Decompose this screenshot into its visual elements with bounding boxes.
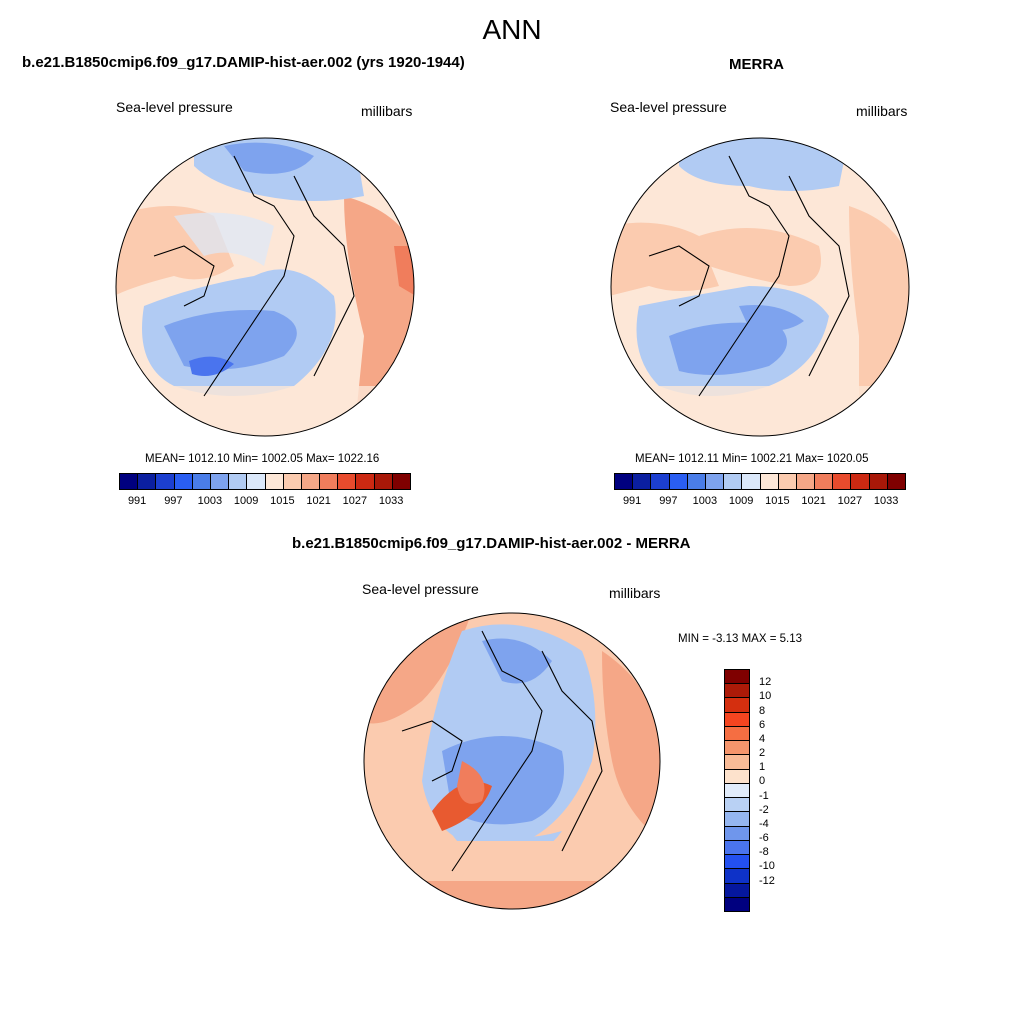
colorbar-swatch [869,474,888,489]
colorbar-tick-label: 1021 [306,495,331,507]
colorbar-swatch [174,474,193,489]
colorbar-swatch [725,798,749,813]
panel3-variable-label: Sea-level pressure [362,581,479,597]
colorbar-swatch [156,474,175,489]
colorbar-tick-label: 1015 [765,495,790,507]
colorbar-tick-label: 991 [127,495,147,507]
colorbar-swatch [283,474,302,489]
colorbar-swatch [725,755,749,770]
colorbar-swatch [687,474,706,489]
panel2-colorbar [614,473,906,490]
colorbar-tick-label: 8 [759,704,766,717]
colorbar-tick-label: 10 [759,690,772,703]
colorbar-swatch [192,474,211,489]
colorbar-swatch [725,883,749,898]
colorbar-swatch [725,712,749,727]
colorbar-tick-label: 1015 [270,495,295,507]
panel3-polar-map [363,612,661,910]
colorbar-tick-label: -4 [759,817,769,830]
colorbar-swatch [725,840,749,856]
panel3-colorbar [724,669,750,912]
panel1-stats: MEAN= 1012.10 Min= 1002.05 Max= 1022.16 [145,453,380,465]
colorbar-swatch [725,812,749,827]
colorbar-swatch [669,474,688,489]
colorbar-swatch [651,474,670,489]
colorbar-swatch [725,826,749,841]
colorbar-swatch [210,474,230,489]
colorbar-tick-label: 1033 [378,495,404,507]
colorbar-swatch [356,474,375,489]
colorbar-swatch [138,474,157,489]
panel1-variable-label: Sea-level pressure [116,99,233,115]
panel3-title: b.e21.B1850cmip6.f09_g17.DAMIP-hist-aer.… [292,535,691,552]
panel2-polar-map [610,137,910,437]
colorbar-swatch [725,670,749,685]
colorbar-tick-label: 0 [759,775,766,788]
colorbar-swatch [229,474,248,489]
colorbar-tick-label: -8 [759,846,769,859]
panel2-stats: MEAN= 1012.11 Min= 1002.21 Max= 1020.05 [635,453,869,465]
colorbar-tick-label: -12 [759,874,775,887]
colorbar-tick-label: 1027 [342,495,368,507]
colorbar-tick-label: 997 [164,495,183,507]
colorbar-swatch [320,474,339,489]
panel1-colorbar [119,473,411,490]
colorbar-tick-label: -1 [759,789,769,802]
figure-title: ANN [482,14,542,45]
panel2-variable-label: Sea-level pressure [610,99,727,115]
colorbar-swatch [833,474,852,489]
colorbar-swatch [815,474,834,489]
colorbar-tick-label: 1027 [837,495,863,507]
colorbar-swatch [301,474,321,489]
colorbar-swatch [725,783,749,799]
colorbar-swatch [760,474,779,489]
colorbar-swatch [725,869,749,884]
colorbar-swatch [633,474,652,489]
colorbar-swatch [725,726,749,742]
colorbar-swatch [742,474,761,489]
panel3-units-label: millibars [609,585,661,601]
panel3-stats: MIN = -3.13 MAX = 5.13 [678,633,803,645]
colorbar-swatch [338,474,357,489]
colorbar-swatch [247,474,266,489]
colorbar-tick-label: 997 [659,495,678,507]
colorbar-swatch [725,698,749,713]
colorbar-tick-label: 1003 [692,495,718,507]
colorbar-tick-label: -2 [759,803,769,816]
colorbar-swatch [265,474,284,489]
colorbar-swatch [724,474,743,489]
colorbar-swatch [778,474,797,489]
colorbar-tick-label: 2 [759,747,766,760]
colorbar-swatch [796,474,816,489]
colorbar-swatch [887,474,905,489]
colorbar-tick-label: 1009 [233,495,259,507]
colorbar-tick-label: 1033 [873,495,899,507]
colorbar-swatch [705,474,725,489]
colorbar-tick-label: 1003 [197,495,223,507]
colorbar-swatch [615,474,634,489]
colorbar-tick-label: 1 [759,761,766,774]
colorbar-swatch [120,474,139,489]
colorbar-tick-label: 12 [759,676,772,689]
colorbar-swatch [725,769,749,784]
panel1-title: b.e21.B1850cmip6.f09_g17.DAMIP-hist-aer.… [22,54,465,71]
colorbar-tick-label: -10 [759,860,775,873]
colorbar-swatch [851,474,870,489]
colorbar-swatch [725,897,749,911]
colorbar-swatch [374,474,393,489]
colorbar-swatch [392,474,410,489]
colorbar-tick-label: 1009 [728,495,754,507]
colorbar-swatch [725,741,749,756]
colorbar-tick-label: 6 [759,718,766,731]
colorbar-swatch [725,684,749,699]
panel1-polar-map [115,137,415,437]
panel1-units-label: millibars [361,103,413,119]
colorbar-tick-label: -6 [759,832,769,845]
colorbar-tick-label: 1021 [801,495,826,507]
colorbar-swatch [725,855,749,870]
colorbar-tick-label: 4 [759,732,766,745]
panel2-title: MERRA [729,56,784,73]
colorbar-tick-label: 991 [622,495,642,507]
panel2-units-label: millibars [856,103,908,119]
